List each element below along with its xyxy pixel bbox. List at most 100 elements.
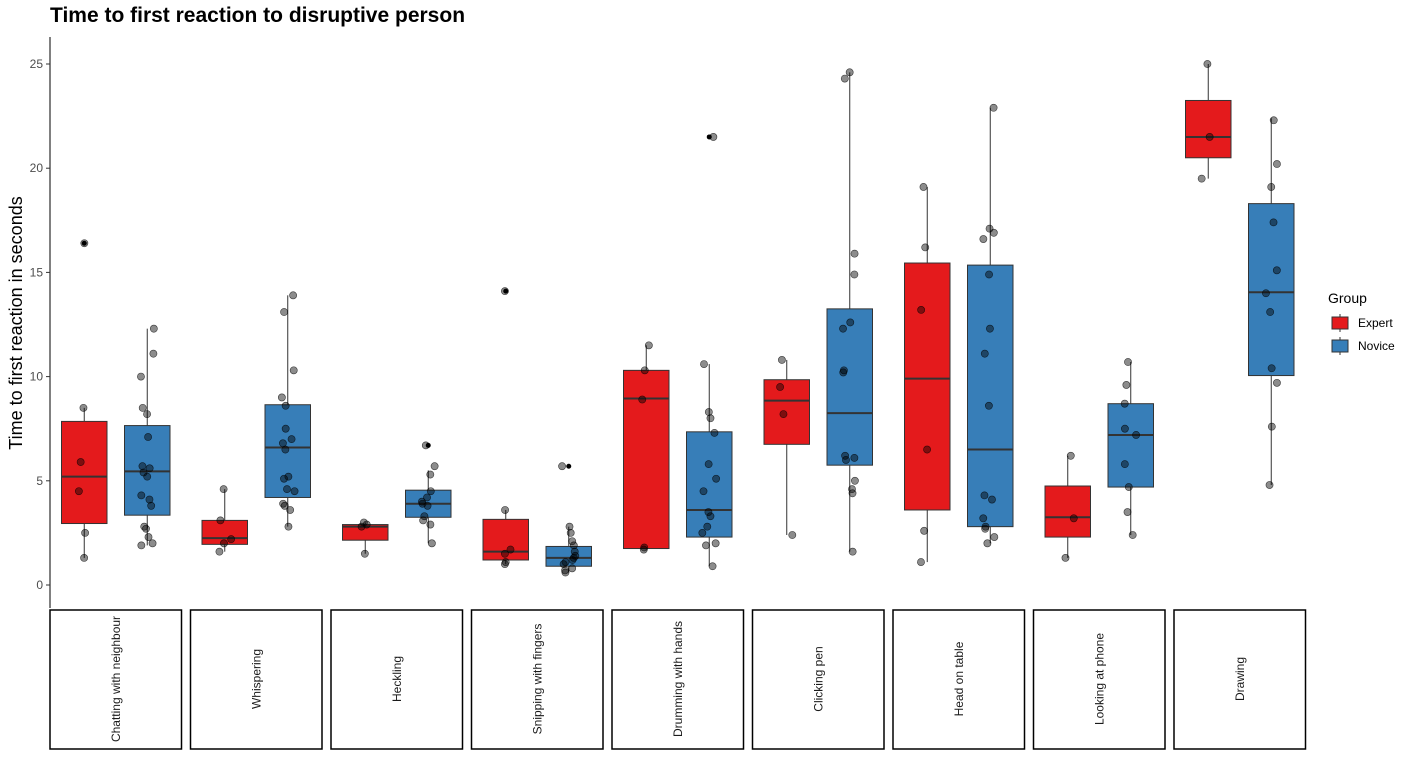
box-expert <box>623 341 670 554</box>
data-point <box>149 349 158 358</box>
data-point <box>848 547 857 556</box>
box-expert <box>482 287 529 569</box>
box-iqr <box>826 308 873 466</box>
data-point <box>140 522 149 531</box>
data-point <box>698 529 707 537</box>
facet-label: Head on table <box>952 641 966 716</box>
y-tick-label: 15 <box>30 265 44 279</box>
data-point <box>640 366 649 375</box>
box-iqr <box>1107 403 1154 488</box>
data-point <box>143 410 151 419</box>
data-point <box>80 554 89 562</box>
data-point <box>1269 218 1278 227</box>
data-point <box>990 533 999 541</box>
data-point <box>979 235 988 243</box>
data-point <box>985 224 994 233</box>
data-point <box>568 556 577 564</box>
data-point <box>74 487 83 496</box>
data-point <box>1265 481 1274 489</box>
chart-title: Time to first reaction to disruptive per… <box>50 4 466 27</box>
data-point <box>216 516 225 525</box>
legend-label: Expert <box>1358 316 1393 330</box>
data-point <box>423 501 432 510</box>
data-point <box>79 403 88 412</box>
box-iqr <box>904 262 951 511</box>
data-point <box>989 228 998 237</box>
box-expert <box>1044 451 1091 562</box>
data-point <box>76 458 85 466</box>
data-point <box>501 287 509 296</box>
data-point <box>561 558 570 566</box>
box-iqr <box>342 524 389 541</box>
outlier-point <box>81 240 87 246</box>
data-point <box>284 472 293 481</box>
data-point <box>919 183 928 191</box>
data-point <box>989 103 998 112</box>
plot-area <box>61 60 1295 577</box>
data-point <box>289 291 298 300</box>
box-iqr <box>1185 99 1232 159</box>
data-point <box>704 460 713 469</box>
data-point <box>280 308 288 316</box>
data-point <box>283 485 291 494</box>
data-point <box>284 522 293 531</box>
data-point <box>779 410 788 419</box>
facet-label: Chatting with neighbour <box>109 616 123 742</box>
data-point <box>788 531 797 539</box>
facet-label: Clicking pen <box>811 646 825 711</box>
box-iqr <box>61 420 108 525</box>
box-expert <box>904 183 951 566</box>
facet-strip <box>1173 609 1307 750</box>
box-novice <box>405 441 452 548</box>
data-point <box>699 487 708 496</box>
data-point <box>711 539 720 548</box>
box-novice <box>1248 116 1295 489</box>
facet-strip <box>470 609 604 750</box>
data-point <box>1205 133 1214 141</box>
box-novice <box>826 68 873 556</box>
data-point <box>558 462 566 471</box>
data-point <box>1066 451 1075 460</box>
data-point <box>1122 381 1131 389</box>
data-point <box>712 474 721 483</box>
data-point <box>80 239 89 248</box>
data-point <box>569 541 578 550</box>
box-iqr <box>967 264 1014 528</box>
data-point <box>506 545 515 554</box>
data-point <box>1273 378 1281 387</box>
data-point <box>566 529 575 537</box>
data-point <box>561 566 569 575</box>
box-expert <box>342 518 389 558</box>
facet-strip <box>611 609 745 750</box>
data-point <box>145 495 154 504</box>
data-point <box>138 462 147 471</box>
data-point <box>1267 183 1276 191</box>
data-point <box>1262 289 1270 298</box>
data-point <box>565 522 574 531</box>
data-point <box>851 476 859 485</box>
data-point <box>706 414 715 423</box>
data-point <box>277 393 286 402</box>
box-iqr <box>763 379 810 445</box>
data-point <box>980 491 989 500</box>
data-point <box>286 506 295 514</box>
data-point <box>227 535 236 544</box>
data-point <box>571 551 580 560</box>
data-point <box>137 372 145 381</box>
data-point <box>421 441 430 450</box>
outlier-point <box>706 134 712 140</box>
data-point <box>988 495 996 504</box>
box-novice <box>686 133 733 571</box>
facet-strip <box>189 609 323 750</box>
data-point <box>1128 531 1137 539</box>
data-point <box>145 464 154 473</box>
box-expert <box>1185 60 1232 183</box>
box-novice <box>967 103 1014 548</box>
data-point <box>220 539 228 548</box>
data-point <box>1124 358 1132 366</box>
data-point <box>921 243 930 252</box>
data-point <box>426 520 435 529</box>
data-point <box>920 526 929 535</box>
outlier-point <box>566 463 572 469</box>
